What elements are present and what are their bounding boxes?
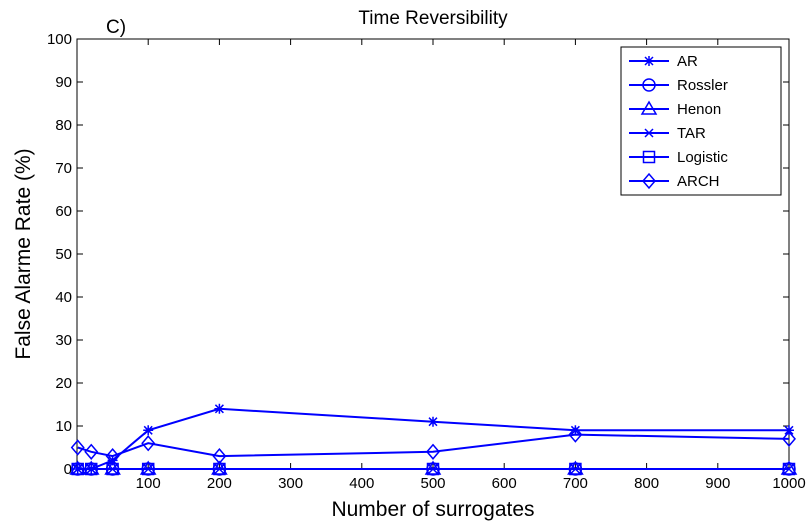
data-point-arch bbox=[426, 443, 440, 460]
data-point-ar bbox=[143, 425, 154, 436]
data-point-logistic bbox=[782, 462, 796, 476]
y-tick-label: 80 bbox=[55, 117, 72, 134]
data-point-arch bbox=[212, 447, 227, 465]
x-tick-label: 700 bbox=[563, 475, 588, 492]
x-tick-label: 400 bbox=[349, 475, 374, 492]
legend-label: ARCH bbox=[677, 173, 720, 190]
legend-label: Logistic bbox=[677, 149, 728, 166]
legend-item-tar: TAR bbox=[629, 125, 706, 142]
chart-title: Time Reversibility bbox=[358, 8, 508, 29]
data-point-ar bbox=[428, 416, 438, 427]
y-tick-label: 70 bbox=[55, 160, 72, 177]
legend-label: AR bbox=[677, 53, 698, 70]
x-tick-label: 1000 bbox=[772, 475, 805, 492]
panel-label: C) bbox=[106, 17, 126, 38]
y-axis-label: False Alarme Rate (%) bbox=[12, 148, 35, 359]
y-tick-label: 100 bbox=[47, 31, 72, 48]
y-tick-label: 90 bbox=[55, 74, 72, 91]
data-point-ar bbox=[214, 403, 225, 414]
x-tick-label: 300 bbox=[278, 475, 303, 492]
data-point-arch bbox=[782, 430, 796, 448]
legend-marker-tar bbox=[644, 128, 654, 138]
y-tick-label: 20 bbox=[55, 375, 72, 392]
legend-label: Henon bbox=[677, 101, 721, 118]
y-tick-label: 40 bbox=[55, 289, 72, 306]
legend-item-henon: Henon bbox=[629, 100, 721, 118]
legend-label: Rossler bbox=[677, 77, 728, 94]
data-point-logistic bbox=[141, 462, 155, 476]
legend-item-arch: ARCH bbox=[629, 172, 720, 190]
legend: AR Rossler Henon TAR Logistic ARCH bbox=[620, 46, 782, 196]
legend-marker-ar bbox=[644, 56, 654, 66]
legend-item-ar: AR bbox=[629, 53, 698, 70]
data-point-logistic bbox=[84, 462, 98, 476]
x-tick-label: 100 bbox=[136, 475, 161, 492]
y-tick-label: 50 bbox=[55, 246, 72, 263]
data-point-ar bbox=[107, 455, 118, 466]
data-point-arch bbox=[568, 426, 583, 443]
legend-marker-henon bbox=[640, 100, 658, 115]
data-point-arch bbox=[141, 435, 156, 452]
series-line-arch bbox=[77, 433, 790, 458]
legend-item-rossler: Rossler bbox=[629, 77, 728, 94]
data-point-logistic bbox=[71, 462, 84, 476]
y-tick-label: 0 bbox=[64, 461, 72, 478]
axis-ticks: 100 200 300 400 500 600 700 800 900 1000 0 10 20 30 40… bbox=[47, 31, 806, 492]
series-group bbox=[69, 403, 798, 476]
data-point-arch bbox=[84, 443, 99, 460]
x-tick-label: 900 bbox=[705, 475, 730, 492]
legend-marker-logistic bbox=[642, 150, 656, 164]
x-tick-label: 500 bbox=[420, 475, 445, 492]
data-point-ar bbox=[570, 425, 581, 436]
y-tick-label: 10 bbox=[55, 418, 72, 435]
data-point-ar bbox=[784, 425, 794, 436]
legend-box bbox=[620, 46, 782, 196]
data-point-logistic bbox=[569, 462, 582, 476]
y-tick-label: 60 bbox=[55, 203, 72, 220]
legend-marker-rossler bbox=[642, 78, 656, 92]
series-arch bbox=[70, 426, 796, 465]
legend-label: TAR bbox=[677, 125, 706, 142]
x-tick-label: 800 bbox=[634, 475, 659, 492]
x-tick-label: 600 bbox=[492, 475, 517, 492]
y-tick-label: 30 bbox=[55, 332, 72, 349]
legend-marker-arch bbox=[642, 172, 656, 190]
data-point-arch bbox=[70, 439, 85, 456]
x-axis-label: Number of surrogates bbox=[331, 498, 534, 521]
x-tick-label: 200 bbox=[207, 475, 232, 492]
data-point-arch bbox=[105, 447, 120, 465]
data-point-logistic bbox=[426, 462, 440, 476]
legend-item-logistic: Logistic bbox=[629, 149, 728, 166]
